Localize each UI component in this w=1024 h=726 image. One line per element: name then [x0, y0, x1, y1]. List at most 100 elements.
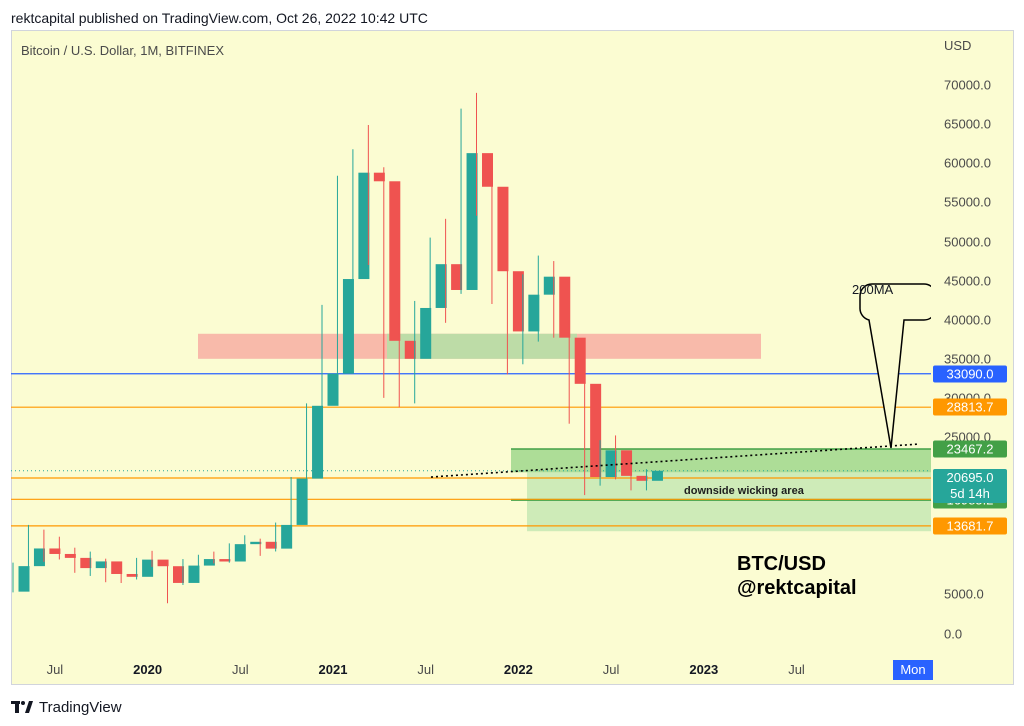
candle	[244, 535, 262, 549]
tradingview-logo-icon	[11, 701, 33, 713]
ma200-line	[430, 443, 920, 478]
candle	[429, 237, 447, 341]
flip-zone	[387, 333, 577, 359]
candle	[197, 554, 215, 570]
candle	[89, 551, 107, 576]
level-price-tag: 28813.7	[933, 398, 1007, 416]
x-tick-label: Jul	[417, 662, 434, 677]
candle	[275, 522, 293, 552]
candle-body	[142, 559, 154, 577]
candle	[151, 550, 169, 567]
candle	[228, 543, 246, 563]
candle	[43, 529, 61, 562]
candle	[352, 149, 370, 282]
candle-body	[512, 271, 524, 332]
candle-body	[497, 186, 509, 272]
candle	[321, 304, 339, 412]
candle-countdown: 5d 14h	[950, 486, 990, 501]
candle-body	[342, 279, 354, 374]
axis-currency-label: USD	[944, 38, 972, 53]
candle-body	[528, 294, 540, 332]
footer-brand: TradingView	[39, 698, 122, 716]
chart-plot[interactable]	[11, 30, 931, 685]
candle	[58, 536, 76, 560]
current-price-value: 20695.0	[946, 470, 994, 485]
candle-body	[126, 573, 138, 577]
watermark-pair: BTC/USD	[737, 553, 826, 575]
candle-body	[651, 470, 663, 481]
candle	[383, 167, 401, 398]
candle-body	[574, 337, 586, 384]
candle-body	[636, 475, 648, 481]
candle	[167, 561, 184, 604]
candle	[630, 454, 648, 491]
support-box	[511, 449, 931, 473]
candle-body	[157, 559, 169, 567]
candle-body	[219, 559, 231, 562]
watermark: BTC/USD @rektcapital	[737, 552, 857, 600]
candle	[537, 255, 555, 342]
x-tick-label: 2022	[503, 662, 533, 677]
candle	[74, 547, 92, 573]
candle	[599, 440, 617, 486]
candle	[553, 261, 571, 338]
candle	[491, 171, 509, 305]
ma200-callout	[859, 283, 931, 449]
x-tick-label: Jul	[231, 662, 249, 677]
y-tick-label: 45000.0	[944, 273, 991, 289]
candle-body	[80, 557, 92, 569]
candle-body	[173, 566, 184, 583]
candle-body	[188, 565, 200, 583]
candle-body	[404, 340, 416, 359]
candle-body	[234, 544, 246, 562]
x-tick-label: 2023	[689, 662, 719, 677]
x-tick-label: Jul	[602, 662, 620, 677]
candle-body	[605, 450, 617, 478]
y-tick-label: 35000.0	[944, 351, 991, 367]
candle	[506, 257, 524, 375]
x-tick-label: Jul	[46, 662, 64, 677]
candle-body	[312, 405, 324, 479]
publish-header: rektcapital published on TradingView.com…	[11, 10, 428, 26]
zone-label: downside wicking area	[684, 485, 804, 497]
y-tick-label: 70000.0	[944, 77, 991, 93]
watermark-author: @rektcapital	[737, 577, 857, 599]
wick-zone	[527, 472, 931, 532]
time-cursor-tag: Mon	[893, 660, 933, 680]
candle-body	[420, 307, 432, 359]
candle	[398, 309, 416, 408]
candle	[568, 319, 586, 424]
level-price-tag: 13681.7	[933, 517, 1007, 535]
candle-body	[33, 548, 45, 567]
y-tick-label: 5000.0	[944, 586, 984, 602]
level-price-tag: 33090.0	[933, 365, 1007, 383]
zone-price-tag: 23467.2	[933, 440, 1007, 458]
candle-body	[327, 373, 339, 406]
candle-body	[373, 172, 385, 182]
candle	[336, 175, 354, 380]
candle-body	[435, 264, 447, 308]
candle-body	[296, 478, 308, 525]
candle	[584, 382, 602, 496]
x-tick-label: Jul	[788, 662, 805, 677]
candle	[460, 108, 478, 294]
candle	[213, 551, 231, 564]
candle-body	[64, 553, 76, 558]
candle	[27, 524, 45, 575]
candle-body	[281, 524, 293, 549]
candle	[182, 559, 200, 585]
ma-callout-label: 200MA	[852, 282, 894, 297]
y-tick-label: 50000.0	[944, 234, 991, 249]
candle-body	[95, 561, 107, 569]
candle-body	[18, 566, 30, 592]
candle	[306, 403, 324, 496]
candle	[12, 562, 30, 593]
candle	[120, 572, 138, 584]
candle-body	[49, 548, 61, 554]
candle	[259, 538, 277, 556]
candle	[136, 557, 154, 580]
y-tick-label: 55000.0	[944, 194, 991, 210]
y-tick-label: 60000.0	[944, 155, 991, 171]
x-tick-label: 2020	[133, 662, 163, 677]
candle	[367, 124, 385, 265]
